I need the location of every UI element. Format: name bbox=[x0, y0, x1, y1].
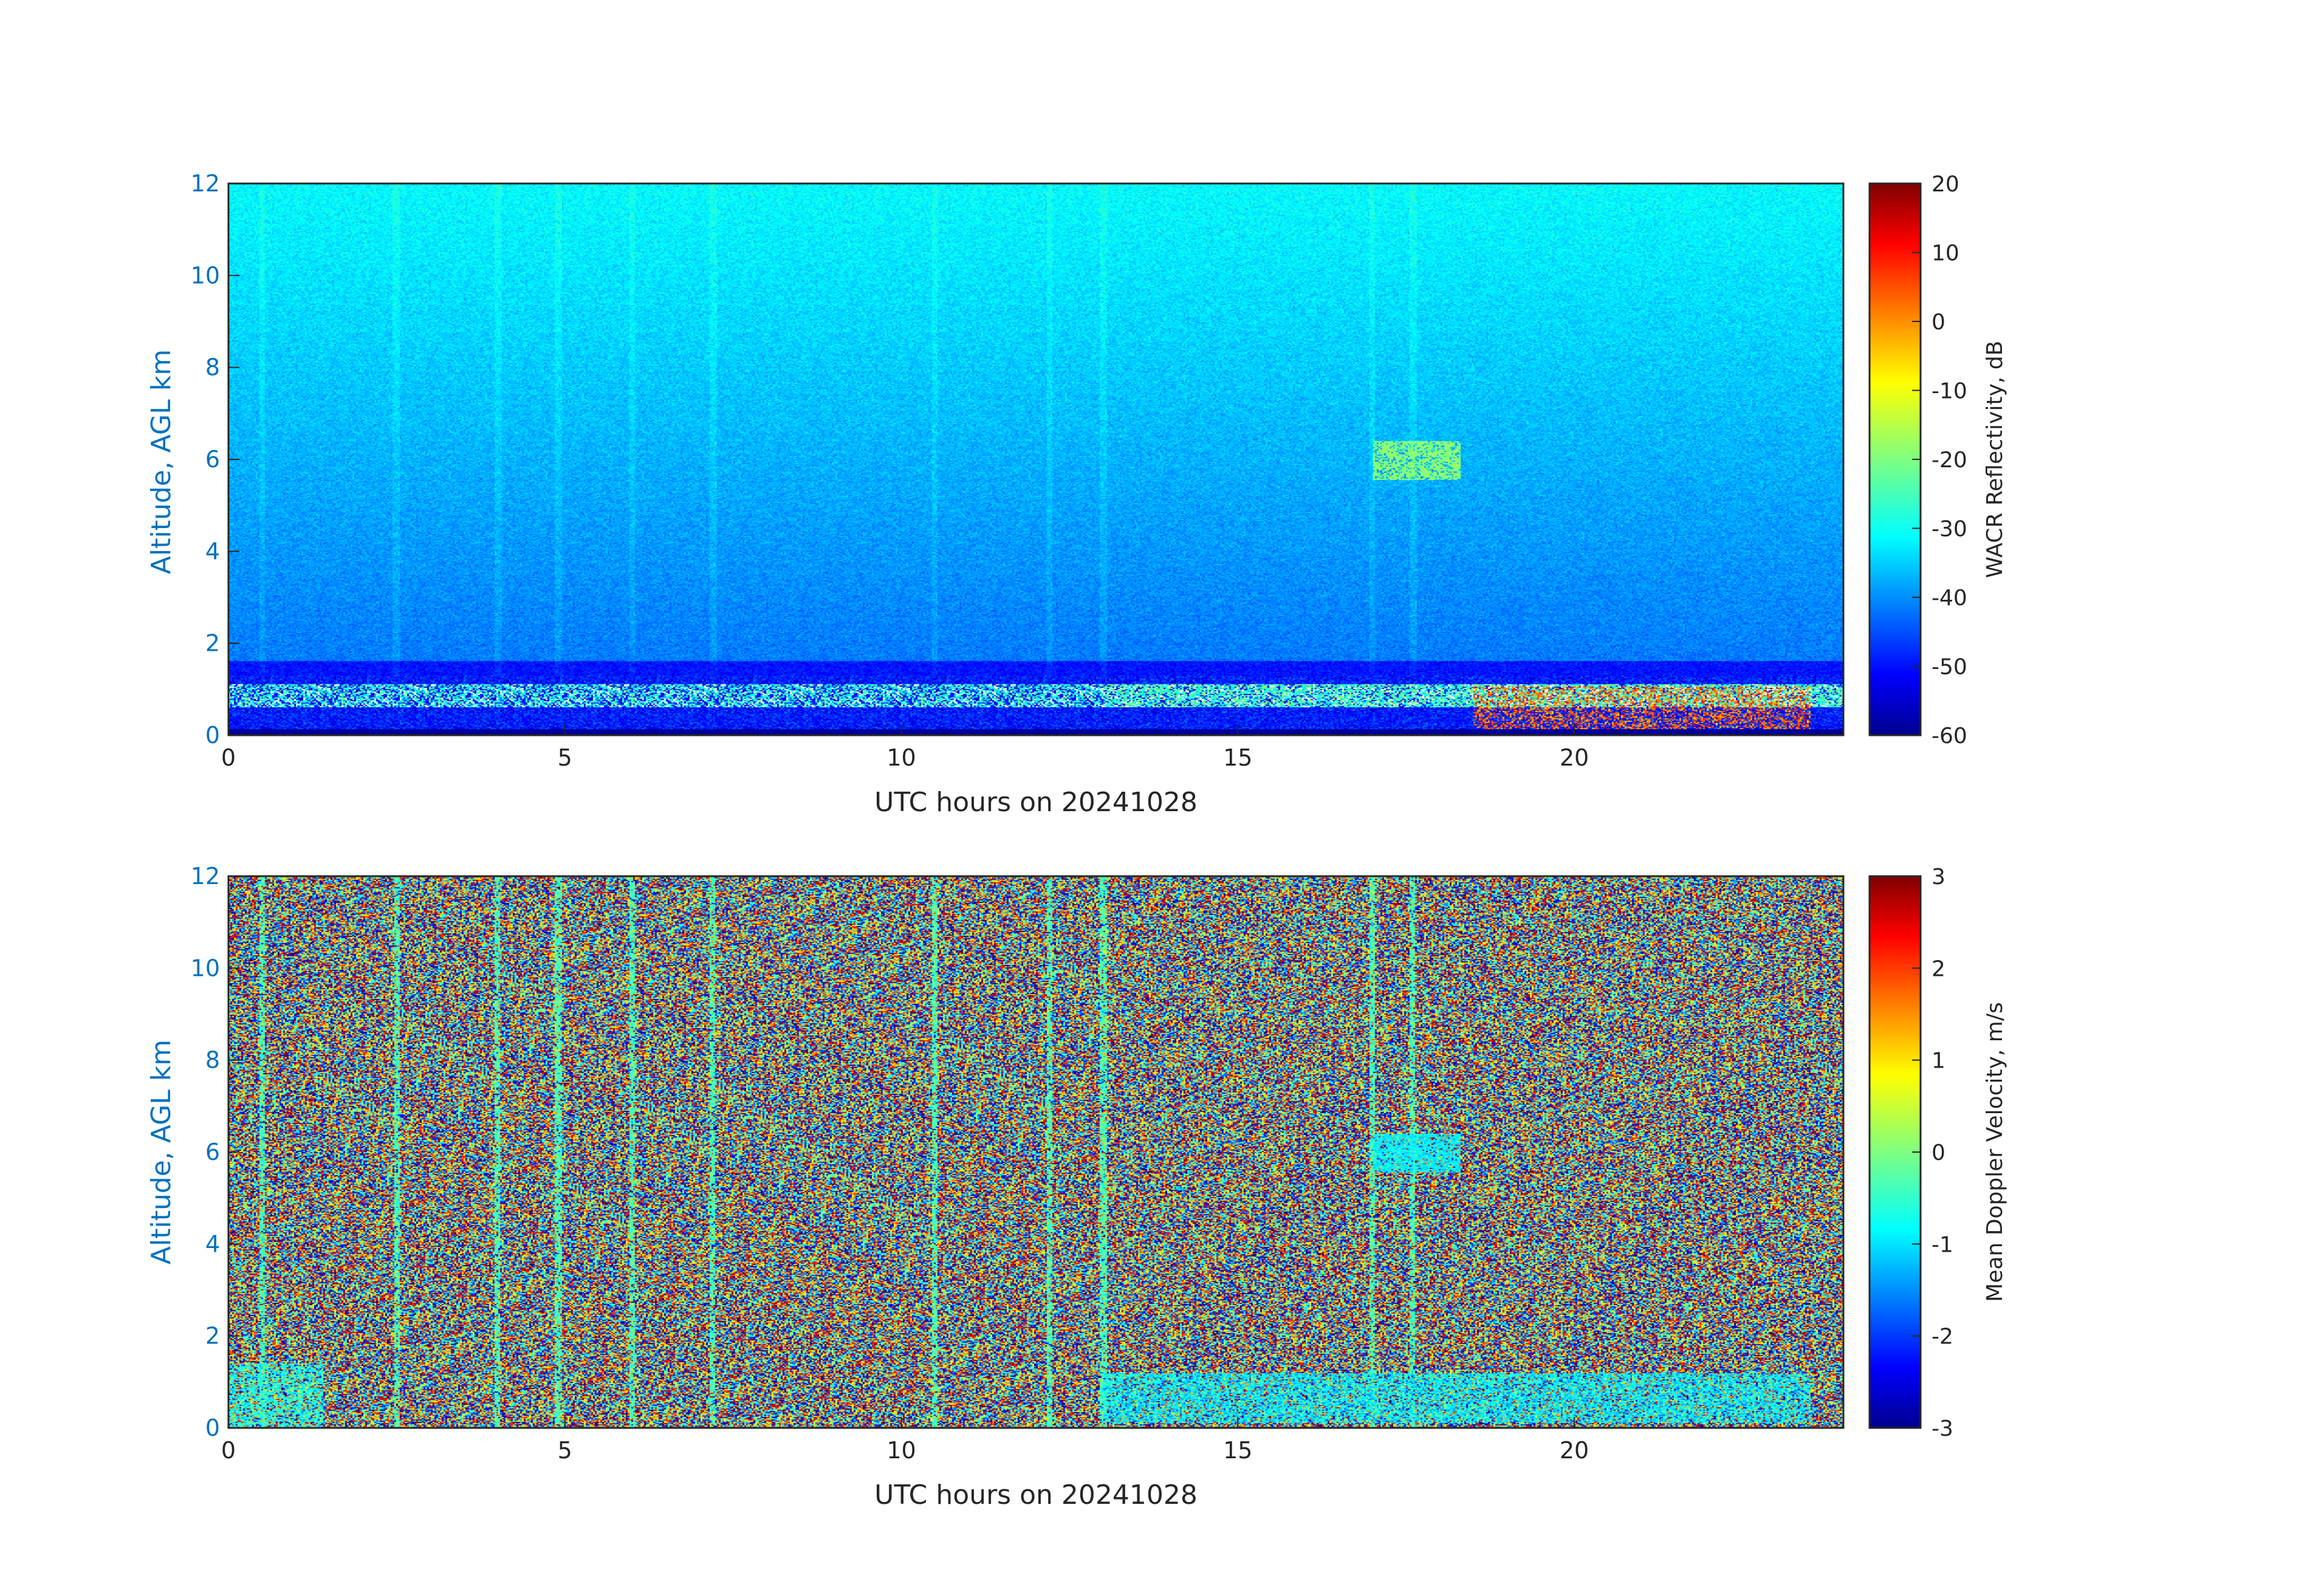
colorbar-tick-label: -30 bbox=[1932, 517, 1967, 542]
reflectivity-colorbar: 20 10 0 -10 -20 -30 -40 -50 -60 WACR Reflectivit… bbox=[1868, 172, 2007, 749]
y-tick-label: 8 bbox=[205, 354, 220, 381]
velocity-heatmap bbox=[228, 876, 1843, 1428]
reflectivity-x-axis: 0 5 10 15 20 bbox=[221, 724, 1589, 771]
y-tick-label: 6 bbox=[205, 446, 220, 473]
x-tick-label: 20 bbox=[1560, 744, 1589, 771]
y-tick-label: 2 bbox=[205, 1323, 220, 1350]
colorbar-tick-label: 1 bbox=[1932, 1049, 1945, 1074]
x-tick-label: 15 bbox=[1223, 1437, 1252, 1464]
colorbar-tick-label: -2 bbox=[1932, 1325, 1953, 1350]
y-tick-label: 2 bbox=[205, 630, 220, 657]
colorbar-tick-label: 0 bbox=[1932, 1141, 1945, 1165]
colorbar-tick-label: 20 bbox=[1932, 172, 1959, 197]
x-tick-label: 5 bbox=[558, 1437, 572, 1464]
x-tick-label: 15 bbox=[1223, 744, 1252, 771]
reflectivity-colorbar-label: WACR Reflectivity, dB bbox=[1983, 341, 2007, 578]
colorbar-tick-label: -3 bbox=[1932, 1416, 1953, 1441]
reflectivity-xlabel: UTC hours on 20241028 bbox=[874, 787, 1198, 818]
colorbar-tick-label: -20 bbox=[1932, 448, 1967, 473]
velocity-xlabel: UTC hours on 20241028 bbox=[874, 1480, 1198, 1511]
reflectivity-colorbar-ticks: 20 10 0 -10 -20 -30 -40 -50 -60 bbox=[1912, 172, 1967, 749]
reflectivity-ylabel: Altitude, AGL km bbox=[146, 349, 177, 574]
y-tick-label: 10 bbox=[191, 262, 220, 289]
reflectivity-heatmap bbox=[228, 184, 1843, 735]
velocity-colorbar: 3 2 1 0 -1 -2 -3 Mean Doppler Velocity, m/s bbox=[1868, 865, 2007, 1441]
x-tick-label: 20 bbox=[1560, 1437, 1589, 1464]
y-tick-label: 12 bbox=[191, 863, 220, 890]
velocity-y-axis: 0 2 4 6 8 10 12 bbox=[191, 863, 239, 1441]
x-tick-label: 5 bbox=[558, 744, 572, 771]
colorbar-tick-label: 2 bbox=[1932, 956, 1945, 981]
velocity-ylabel: Altitude, AGL km bbox=[146, 1040, 177, 1264]
y-tick-label: 4 bbox=[205, 1230, 220, 1257]
y-tick-label: 4 bbox=[205, 538, 220, 564]
y-tick-label: 8 bbox=[205, 1047, 220, 1074]
colorbar-tick-label: -50 bbox=[1932, 655, 1967, 680]
colorbar-tick-label: 10 bbox=[1932, 241, 1959, 266]
x-tick-label: 0 bbox=[221, 744, 236, 771]
colorbar-tick-label: -40 bbox=[1932, 586, 1967, 611]
y-tick-label: 12 bbox=[191, 170, 220, 197]
colorbar-tick-label: 3 bbox=[1932, 865, 1945, 890]
colorbar-tick-label: -10 bbox=[1932, 379, 1967, 404]
x-tick-label: 10 bbox=[886, 744, 916, 771]
y-tick-label: 0 bbox=[205, 722, 220, 749]
y-tick-label: 10 bbox=[191, 955, 220, 981]
y-tick-label: 6 bbox=[205, 1139, 220, 1165]
velocity-x-axis: 0 5 10 15 20 bbox=[221, 1417, 1589, 1464]
reflectivity-y-axis: 0 2 4 6 8 10 12 bbox=[191, 170, 239, 749]
y-tick-label: 0 bbox=[205, 1415, 220, 1441]
x-tick-label: 10 bbox=[886, 1437, 916, 1464]
colorbar-tick-label: 0 bbox=[1932, 310, 1945, 335]
colorbar-tick-label: -1 bbox=[1932, 1232, 1953, 1257]
colorbar-tick-label: -60 bbox=[1932, 724, 1967, 749]
velocity-colorbar-ticks: 3 2 1 0 -1 -2 -3 bbox=[1912, 865, 1953, 1441]
reflectivity-panel: 0 2 4 6 8 10 12 0 5 10 15 20 Altitude, AGL km UTC … bbox=[146, 170, 2007, 818]
x-tick-label: 0 bbox=[221, 1437, 236, 1464]
velocity-colorbar-label: Mean Doppler Velocity, m/s bbox=[1983, 1002, 2007, 1302]
